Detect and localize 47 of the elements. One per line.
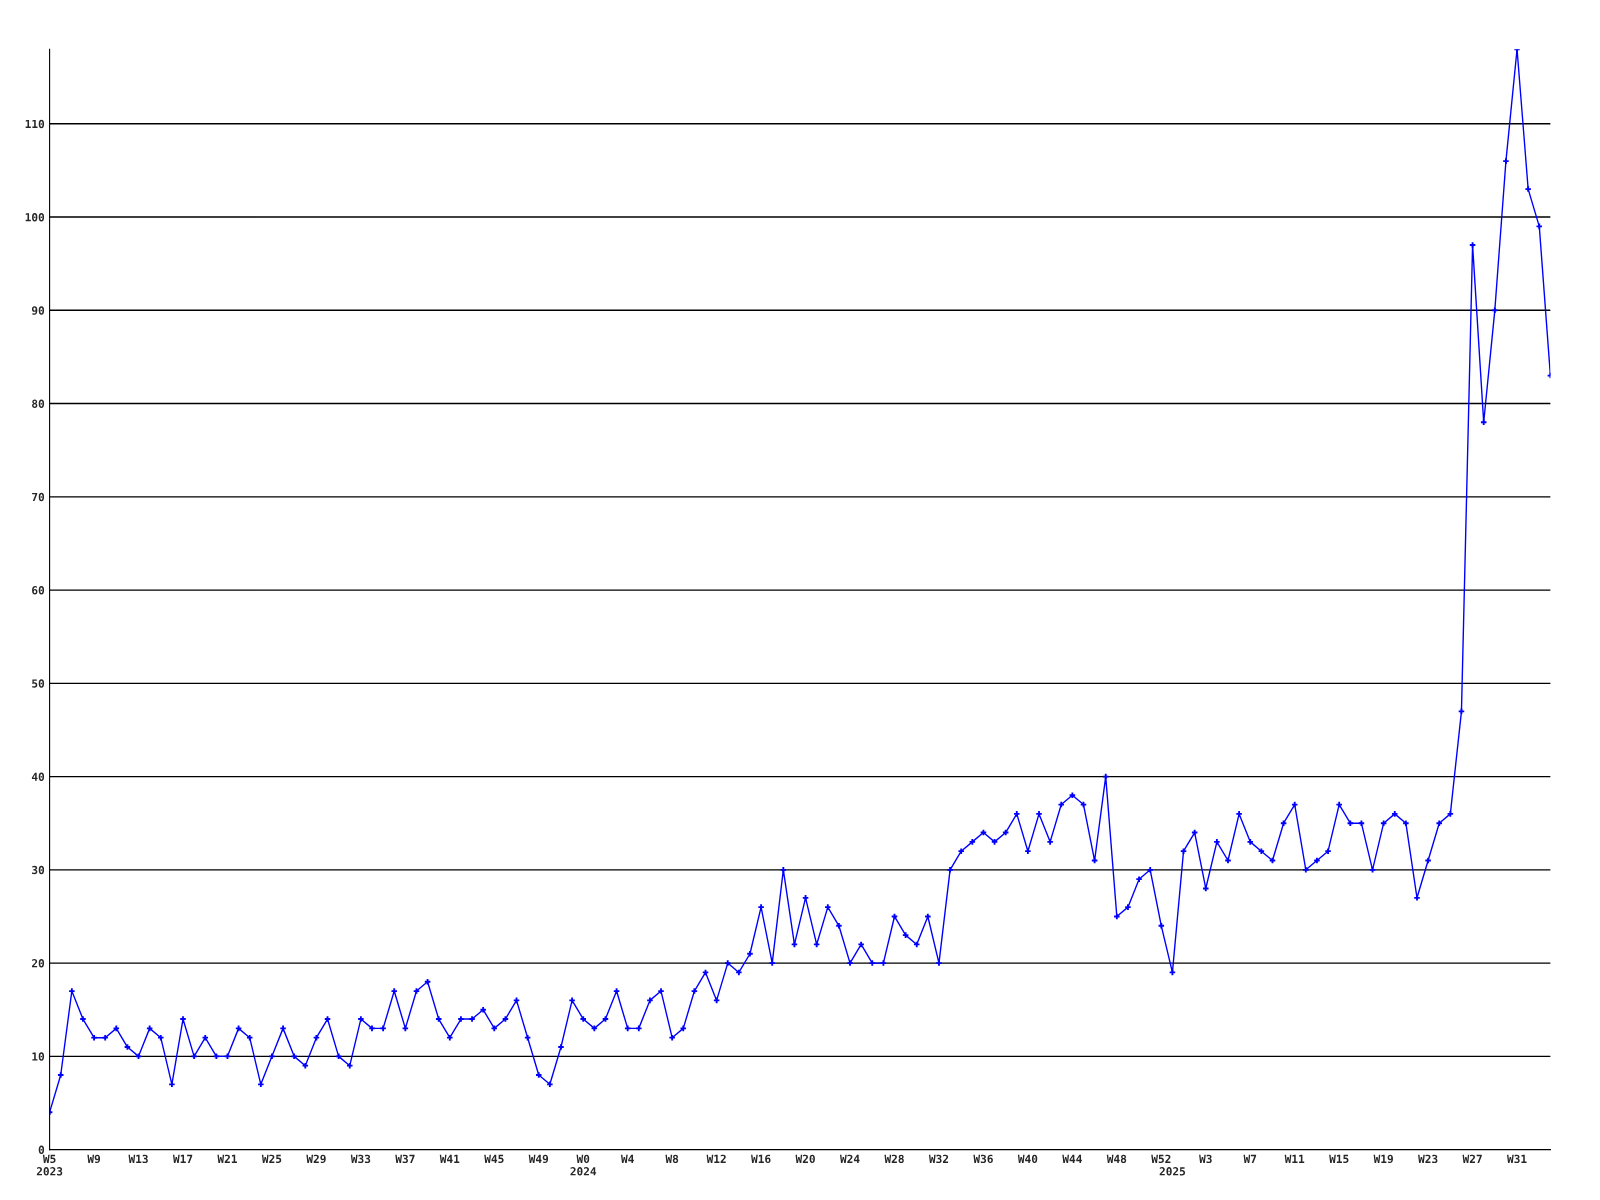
x-tick-label: W13 bbox=[128, 1154, 148, 1164]
x-tick-label: W9 bbox=[87, 1154, 101, 1164]
x-tick-label: W31 bbox=[1507, 1154, 1527, 1164]
x-tick-label: W16 bbox=[751, 1154, 771, 1164]
x-tick-label: W17 bbox=[172, 1154, 193, 1163]
x-tick-label: W7 bbox=[1243, 1154, 1257, 1163]
x-tick-label: W27 bbox=[1462, 1154, 1482, 1163]
x-tick-label: W40 bbox=[1017, 1154, 1038, 1164]
x-tick-label: W48 bbox=[1106, 1154, 1127, 1164]
x-tick-label: W45 bbox=[484, 1154, 504, 1164]
x-tick-label: W23 bbox=[1418, 1154, 1438, 1164]
y-tick-label: 100 bbox=[25, 213, 45, 222]
y-tick-label: 70 bbox=[32, 492, 45, 502]
x-tick-label: W36 bbox=[973, 1154, 993, 1164]
x-tick-label: W12 bbox=[706, 1154, 726, 1163]
y-tick-label: 50 bbox=[32, 679, 45, 688]
y-tick-label: 60 bbox=[32, 586, 45, 595]
y-tick-label: 80 bbox=[32, 399, 45, 408]
x-tick-label: W21 bbox=[217, 1154, 237, 1163]
x-tick-label: W25 bbox=[261, 1154, 282, 1164]
x-tick-label: W41 bbox=[439, 1154, 460, 1163]
x-tick-label: W33 bbox=[350, 1154, 371, 1164]
x-tick-label: W37 bbox=[395, 1154, 415, 1164]
y-tick-label: 0 bbox=[38, 1145, 45, 1154]
x-tick-label: W5 2023 bbox=[36, 1154, 63, 1176]
x-tick-label: W24 bbox=[839, 1154, 860, 1163]
y-tick-label: 40 bbox=[31, 772, 45, 781]
x-tick-label: W49 bbox=[528, 1154, 549, 1164]
x-tick-label: 2025 bbox=[1159, 1167, 1186, 1176]
y-tick-label: 90 bbox=[31, 306, 45, 315]
x-tick-label: W19 bbox=[1373, 1154, 1393, 1164]
x-tick-label: W11 bbox=[1284, 1154, 1305, 1163]
y-tick-label: 110 bbox=[25, 119, 45, 129]
x-tick-label: W44 bbox=[1062, 1154, 1082, 1163]
y-tick-label: 30 bbox=[32, 865, 45, 875]
x-tick-label: W3 bbox=[1199, 1154, 1212, 1164]
x-tick-label: W8 bbox=[665, 1154, 679, 1164]
x-tick-label: W4 bbox=[621, 1154, 634, 1163]
x-tick-label: W32 bbox=[928, 1154, 949, 1164]
x-tick-label: W52 bbox=[1151, 1154, 1171, 1164]
y-tick-label: 10 bbox=[32, 1052, 45, 1061]
x-tick-label: W0 2024 bbox=[570, 1154, 597, 1176]
y-tick-label: 20 bbox=[31, 959, 45, 968]
x-tick-label: W28 bbox=[884, 1154, 904, 1164]
x-tick-label: W29 bbox=[306, 1154, 326, 1164]
x-tick-label: W15 bbox=[1329, 1154, 1349, 1164]
x-tick-label: W20 bbox=[795, 1154, 815, 1164]
